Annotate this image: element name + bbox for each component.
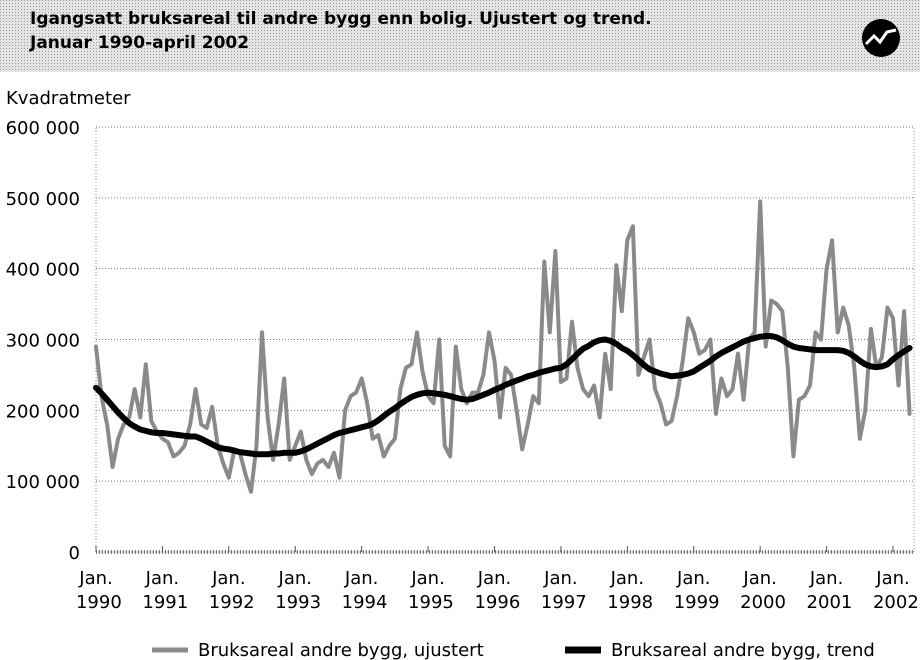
chart-title: Igangsatt bruksareal til andre bygg enn … — [30, 9, 652, 29]
x-tick-label: Jan. 2001 — [801, 568, 853, 613]
y-tick-label: 400 000 — [6, 260, 80, 281]
x-tick-label: Jan. 1999 — [668, 568, 720, 613]
y-tick-label: 100 000 — [6, 472, 80, 493]
x-tick-label: Jan. 2000 — [734, 568, 786, 613]
chart-subtitle: Januar 1990-april 2002 — [29, 33, 249, 53]
y-tick-label: 300 000 — [6, 331, 80, 352]
x-tick-label: Jan. 1995 — [402, 568, 454, 613]
y-tick-label: 200 000 — [6, 401, 80, 422]
y-tick-label: 0 — [69, 543, 80, 564]
series-line — [94, 199, 912, 494]
x-tick-label: Jan. 1993 — [269, 568, 321, 613]
x-tick-label: Jan. 1997 — [535, 568, 587, 613]
y-tick-label: 600 000 — [6, 118, 80, 139]
x-tick-label: Jan. 2002 — [867, 568, 919, 613]
series-line — [93, 333, 913, 458]
x-tick-label: Jan. 1998 — [602, 568, 654, 613]
x-tick-label: Jan. 1994 — [336, 568, 388, 613]
legend-label: Bruksareal andre bygg, ujustert — [198, 640, 484, 660]
header-band — [0, 0, 920, 72]
x-tick-label: Jan. 1992 — [203, 568, 255, 613]
x-tick-label: Jan. 1990 — [70, 568, 122, 613]
x-tick-label: Jan. 1996 — [469, 568, 521, 613]
legend-label: Bruksareal andre bygg, trend — [611, 640, 875, 660]
y-axis-label: Kvadratmeter — [6, 88, 131, 109]
logo — [862, 19, 900, 57]
x-tick-label: Jan. 1991 — [137, 568, 189, 613]
y-tick-label: 500 000 — [6, 189, 80, 210]
